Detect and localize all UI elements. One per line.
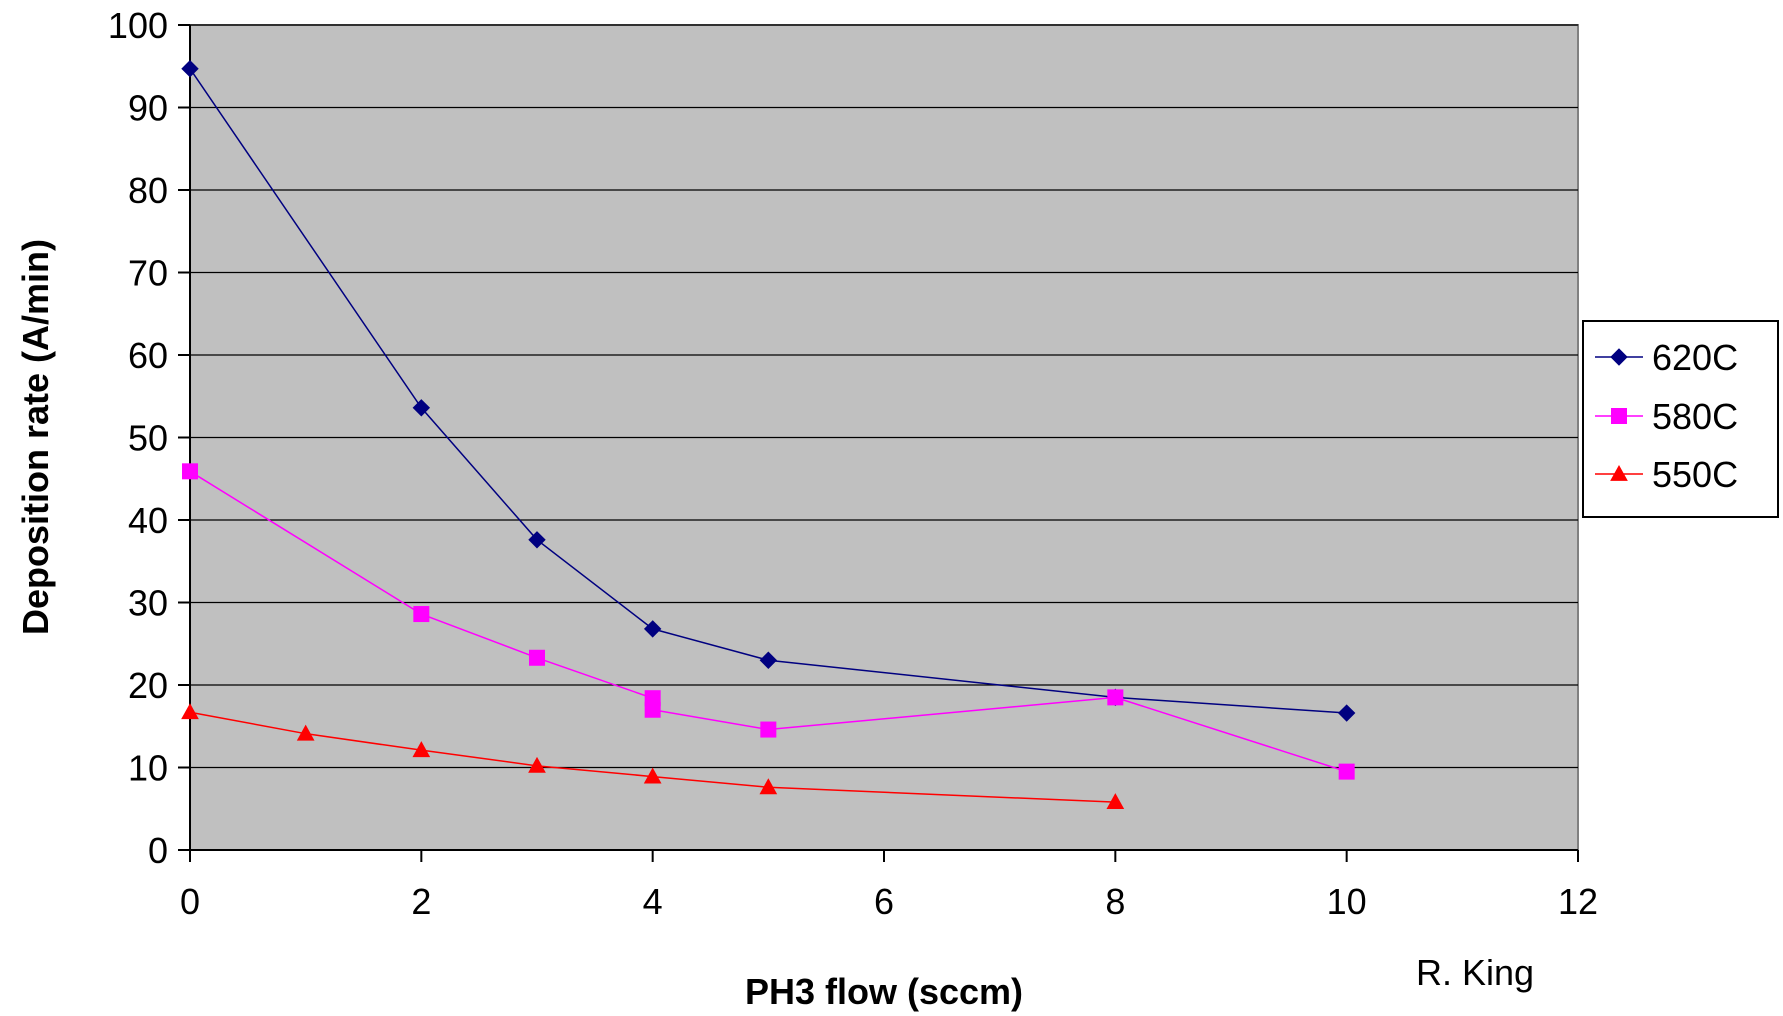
data-point: [759, 651, 778, 669]
legend-marker: [1611, 408, 1627, 424]
series-580C: [182, 463, 1355, 780]
x-tick-label: 4: [643, 881, 663, 922]
x-axis-title: PH3 flow (sccm): [745, 971, 1023, 1012]
legend-items: 620C 580C 550C: [1595, 337, 1738, 495]
legend-marker: [1610, 464, 1628, 481]
y-axis-title: Deposition rate (A/min): [15, 239, 56, 635]
legend-marker: [1610, 348, 1628, 366]
legend-label: 550C: [1652, 454, 1738, 495]
legend-label: 580C: [1652, 396, 1738, 437]
data-point: [413, 606, 430, 623]
data-point: [528, 531, 546, 549]
y-tick-label: 20: [128, 665, 168, 706]
series-550C: [181, 703, 1125, 810]
data-point: [1338, 763, 1355, 780]
y-tick-label: 100: [108, 5, 168, 46]
x-tick-label: 12: [1558, 881, 1598, 922]
series-group: [181, 60, 1356, 810]
data-point: [644, 701, 661, 718]
x-tick-label: 10: [1327, 881, 1367, 922]
legend-item: 550C: [1595, 454, 1738, 495]
data-point: [412, 741, 431, 758]
y-tick-label: 50: [128, 418, 168, 459]
data-point: [296, 724, 315, 741]
x-tick-label: 6: [874, 881, 894, 922]
legend-item: 620C: [1595, 337, 1738, 378]
y-tick-label: 30: [128, 583, 168, 624]
legend-item: 580C: [1595, 396, 1738, 437]
y-tick-label: 10: [128, 748, 168, 789]
data-point: [529, 649, 545, 666]
y-tick-label: 60: [128, 335, 168, 376]
x-tick-label: 8: [1105, 881, 1125, 922]
data-point: [759, 778, 778, 795]
credit-label: R. King: [1416, 952, 1534, 993]
y-tick-label: 80: [128, 170, 168, 211]
data-point: [643, 620, 662, 638]
data-point: [182, 463, 198, 480]
data-point: [1107, 689, 1124, 706]
y-tick-label: 40: [128, 500, 168, 541]
data-point: [528, 756, 546, 773]
data-point: [181, 703, 199, 720]
legend-label: 620C: [1652, 337, 1738, 378]
axes: 0 10 20 30 40 50 60 70 80 90 100 0 2 4 6 8 10 12: [108, 5, 1598, 922]
x-tick-label: 2: [411, 881, 431, 922]
y-tick-label: 0: [148, 830, 168, 871]
legend: 620C 580C 550C: [1582, 320, 1779, 518]
data-point: [1106, 793, 1125, 810]
y-tick-label: 90: [128, 88, 168, 129]
data-point: [1337, 704, 1356, 722]
data-point: [412, 399, 431, 417]
data-point: [643, 767, 662, 784]
y-tick-label: 70: [128, 253, 168, 294]
data-point: [181, 60, 199, 78]
data-point: [760, 721, 777, 738]
x-tick-label: 0: [180, 881, 200, 922]
